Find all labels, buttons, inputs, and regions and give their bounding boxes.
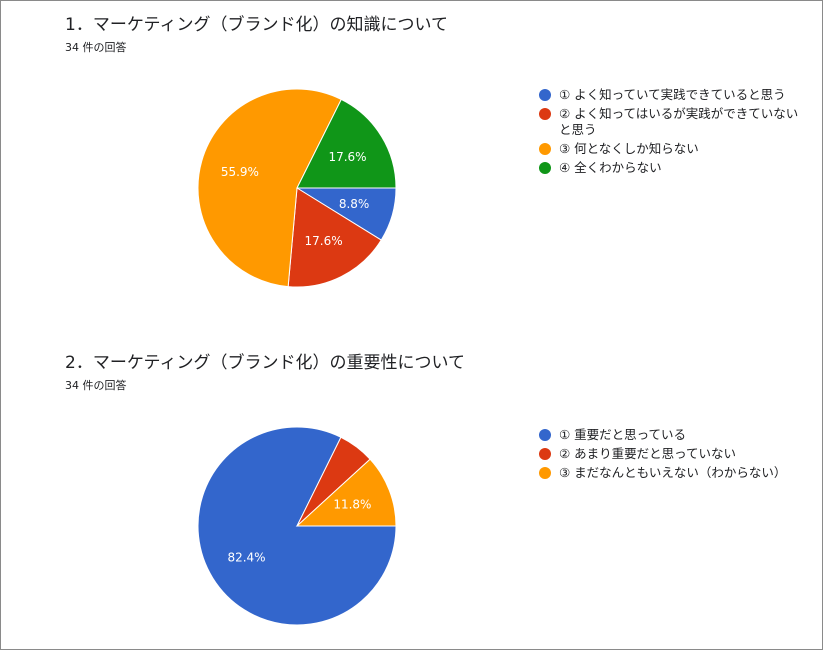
chart-legend: ① 重要だと思っている ② あまり重要だと思っていない ③ まだなんともいえない（わ… [539,427,809,484]
legend-label: ③ 何となくしか知らない [559,141,699,156]
slice-data-label: 17.6% [305,234,343,248]
legend-item[interactable]: ③ まだなんともいえない（わからない） [539,465,809,481]
chart-title: 2．マーケティング（ブランド化）の重要性について [65,353,465,373]
legend-item[interactable]: ③ 何となくしか知らない [539,141,809,157]
pie-slice[interactable] [197,88,342,288]
chart-card-knowledge: 1．マーケティング（ブランド化）の知識について 34 件の回答 8.8% 17.6… [1,1,822,331]
slice-data-label: 11.8% [333,498,371,512]
legend-swatch [539,429,551,441]
slice-data-label: 55.9% [221,165,259,179]
slice-data-label: 82.4% [227,550,265,564]
legend-label: ② あまり重要だと思っていない [559,446,737,461]
response-count: 34 件の回答 [65,41,127,54]
legend-label: ③ まだなんともいえない（わからない） [559,465,787,480]
legend-swatch [539,448,551,460]
legend-swatch [539,467,551,479]
pie-slice[interactable] [295,458,397,527]
pie-slice[interactable] [296,98,397,189]
legend-swatch [539,143,551,155]
legend-item[interactable]: ② あまり重要だと思っていない [539,446,809,462]
legend-swatch [539,89,551,101]
pie-chart: 82.4% 11.8% [197,426,397,626]
chart-card-importance: 2．マーケティング（ブランド化）の重要性について 34 件の回答 82.4% 11… [1,339,822,649]
legend-label: ① 重要だと思っている [559,427,687,442]
legend-label: ② よく知ってはいるが実践ができていないと思う [559,106,799,137]
legend-swatch [539,162,551,174]
pie-slice[interactable] [287,187,382,288]
chart-legend: ① よく知っていて実践できていると思う ② よく知ってはいるが実践ができていないと… [539,87,809,179]
legend-label: ① よく知っていて実践できていると思う [559,87,786,102]
legend-item[interactable]: ② よく知ってはいるが実践ができていないと思う [539,106,809,138]
legend-item[interactable]: ① 重要だと思っている [539,427,809,443]
chart-title: 1．マーケティング（ブランド化）の知識について [65,15,448,35]
legend-item[interactable]: ④ 全くわからない [539,160,809,176]
slice-data-label: 17.6% [328,150,366,164]
legend-label: ④ 全くわからない [559,160,662,175]
legend-swatch [539,108,551,120]
pie-chart: 8.8% 17.6% 55.9% 17.6% [197,88,397,288]
legend-item[interactable]: ① よく知っていて実践できていると思う [539,87,809,103]
slice-data-label: 8.8% [339,197,370,211]
response-count: 34 件の回答 [65,379,127,392]
